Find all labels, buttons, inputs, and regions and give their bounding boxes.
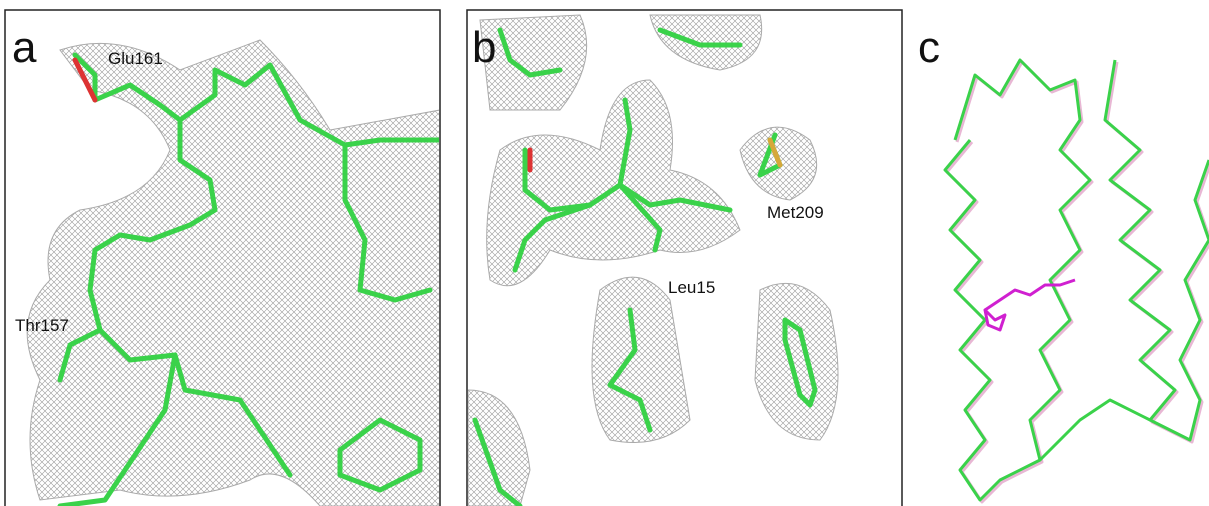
density-model bbox=[468, 14, 839, 506]
density-model bbox=[26, 39, 439, 506]
residue-label: Glu161 bbox=[108, 49, 163, 68]
residue-label: Met209 bbox=[767, 203, 824, 222]
backbone-trace bbox=[943, 58, 1209, 504]
panel-c: c bbox=[918, 23, 1209, 504]
panel-letter: a bbox=[12, 23, 37, 72]
panel-letter: b bbox=[472, 23, 496, 72]
panel-letter: c bbox=[918, 23, 940, 72]
panel-a: a Glu161 Thr157 bbox=[4, 9, 441, 506]
residue-label: Thr157 bbox=[15, 316, 69, 335]
residue-label: Leu15 bbox=[668, 278, 715, 297]
panel-b: b Met209 Leu15 bbox=[466, 9, 903, 506]
